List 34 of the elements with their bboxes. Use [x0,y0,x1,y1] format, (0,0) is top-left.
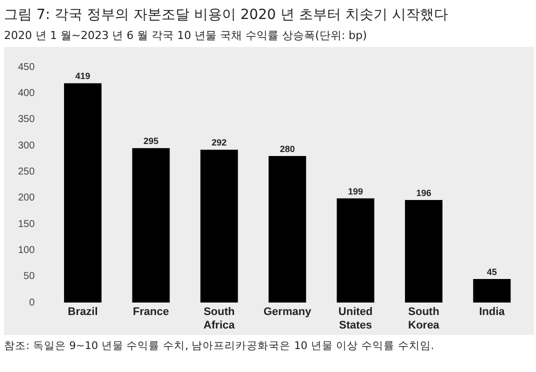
bar [200,150,238,303]
chart-title: 그림 7: 각국 정부의 자본조달 비용이 2020 년 초부터 치솟기 시작했다 [4,6,449,24]
x-tick-label: South Korea [408,306,440,332]
y-tick-label: 50 [24,271,36,282]
bar [336,198,374,303]
y-tick-label: 450 [18,62,36,73]
y-tick-label: 100 [18,244,36,256]
bar [64,83,102,303]
y-tick-label: 400 [18,88,36,99]
x-tick-label: United States [338,306,373,332]
y-tick-label: 350 [18,114,36,126]
data-label: 419 [75,71,90,82]
x-tick-label: South Africa [204,306,236,332]
x-tick-label: India [479,306,506,318]
y-tick-label: 250 [18,166,36,178]
bar [404,200,442,303]
x-tick-label: France [132,306,170,318]
text: 참조: 독일은 9~10 년물 수익률 수치, 남아프리카공화국은 10 년물 이상 수익률 수치임. [4,339,436,353]
x-tick-label: Germany [263,306,312,318]
y-tick-label: 150 [18,218,36,230]
chart-subtitle: 2020 년 1 월~2023 년 6 월 각국 10 년물 국채 수익률 상승폭(단위: bp) [4,28,368,43]
bar [268,156,306,303]
data-label: 196 [416,188,432,198]
data-label: 292 [212,138,227,148]
bar [473,279,511,303]
data-label: 295 [143,136,158,146]
data-label: 45 [486,267,497,278]
y-tick-label: 0 [29,297,36,308]
data-label: 199 [348,186,364,196]
y-tick-label: 300 [18,140,36,152]
data-label: 280 [280,144,295,154]
bar [132,148,170,303]
y-tick-label: 200 [18,192,36,204]
x-tick-label: Brazil [68,306,98,318]
